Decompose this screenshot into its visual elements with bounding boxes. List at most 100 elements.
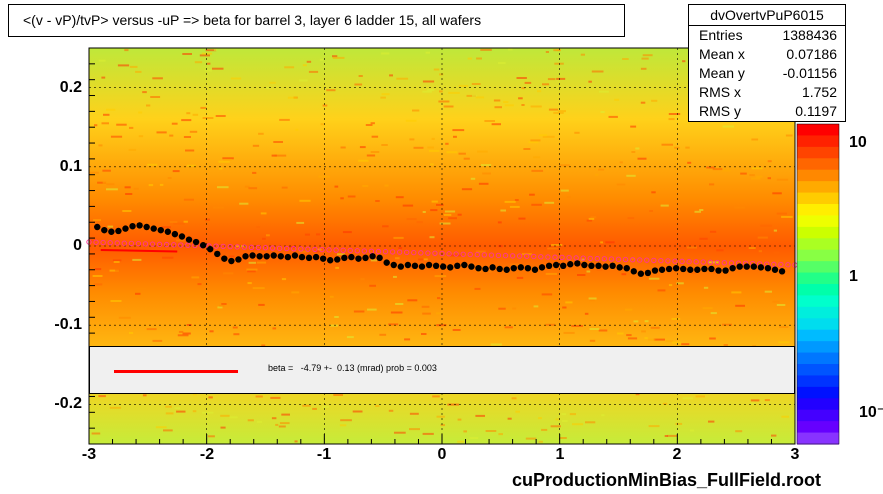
profile-point xyxy=(531,266,539,273)
heatmap-cell xyxy=(322,406,329,408)
profile-point xyxy=(185,236,193,243)
heatmap-cell xyxy=(106,183,115,186)
x-tick-label: 1 xyxy=(555,446,565,463)
heatmap-cell xyxy=(624,308,633,311)
profile-point xyxy=(637,270,645,277)
heatmap-cell xyxy=(630,125,637,128)
heatmap-cell xyxy=(600,111,605,113)
heatmap-cell xyxy=(320,123,325,126)
heatmap-cell xyxy=(706,166,715,169)
heatmap-cell xyxy=(458,152,466,155)
profile-point xyxy=(249,252,256,259)
heatmap-cell xyxy=(233,333,240,336)
heatmap-cell xyxy=(370,151,380,153)
heatmap-cell xyxy=(404,338,411,341)
heatmap-cell xyxy=(122,210,132,212)
heatmap-cell xyxy=(444,210,456,213)
band-marker xyxy=(580,255,586,261)
heatmap-cell xyxy=(396,77,409,80)
heatmap-cell xyxy=(466,94,476,97)
heatmap-cell xyxy=(274,154,287,157)
heatmap-cell xyxy=(218,160,230,163)
band-marker xyxy=(714,259,720,266)
heatmap-cell xyxy=(469,437,479,439)
heatmap-cell xyxy=(359,146,366,149)
band-marker xyxy=(509,253,516,259)
heatmap-cell xyxy=(393,275,397,278)
heatmap-cell xyxy=(600,241,606,244)
heatmap-cell xyxy=(491,123,501,126)
heatmap-cell xyxy=(439,222,451,225)
heatmap-cell xyxy=(584,312,589,315)
heatmap-cell xyxy=(764,399,770,402)
band-marker xyxy=(552,254,558,260)
heatmap-cell xyxy=(340,197,344,200)
heatmap-cell xyxy=(475,414,485,417)
heatmap-cell xyxy=(664,435,668,437)
band-marker xyxy=(721,260,728,266)
heatmap-cell xyxy=(448,217,457,220)
heatmap-cell xyxy=(228,255,235,258)
heatmap-cell xyxy=(163,243,171,246)
heatmap-cell xyxy=(299,199,311,202)
heatmap-cell xyxy=(445,142,449,145)
heatmap-cell xyxy=(431,137,435,140)
heatmap-cell xyxy=(142,394,147,397)
profile-point xyxy=(559,262,567,269)
heatmap-cell xyxy=(109,269,119,272)
heatmap-cell xyxy=(393,236,404,239)
profile-point xyxy=(418,263,426,270)
heatmap-cell xyxy=(147,163,158,166)
heatmap-cell xyxy=(370,259,378,262)
heatmap-cell xyxy=(308,70,319,73)
palette-cell xyxy=(797,238,839,251)
profile-point xyxy=(524,264,532,272)
heatmap-cell xyxy=(281,186,288,189)
heatmap-cell xyxy=(165,405,172,408)
heatmap-cell xyxy=(278,425,286,428)
heatmap-cell xyxy=(648,338,656,341)
heatmap-cell xyxy=(159,183,164,186)
heatmap-cell xyxy=(430,209,438,212)
band-marker xyxy=(234,244,240,250)
band-marker xyxy=(679,258,685,264)
profile-point xyxy=(552,261,560,269)
heatmap-cell xyxy=(721,169,731,172)
heatmap-cell xyxy=(559,437,567,439)
heatmap-cell xyxy=(247,270,256,273)
band-marker xyxy=(644,257,650,263)
heatmap-cell xyxy=(518,217,526,220)
band-marker xyxy=(284,245,290,252)
heatmap-cell xyxy=(409,428,420,431)
heatmap-cell xyxy=(223,272,234,275)
heatmap-cell xyxy=(208,396,213,399)
heatmap-cell xyxy=(422,211,426,213)
heatmap-cell xyxy=(622,58,629,60)
heatmap-cell xyxy=(687,161,692,164)
heatmap-cell xyxy=(422,432,434,435)
heatmap-cell xyxy=(484,120,495,122)
heatmap-cell xyxy=(173,222,185,225)
heatmap-cell xyxy=(694,210,701,213)
band-marker xyxy=(453,251,459,257)
profile-point xyxy=(482,265,489,273)
profile-point xyxy=(404,261,412,269)
heatmap-cell xyxy=(389,74,393,77)
heatmap-cell xyxy=(647,262,659,265)
heatmap-cell xyxy=(162,256,174,259)
heatmap-cell xyxy=(480,164,492,167)
band-marker xyxy=(700,259,706,265)
profile-point xyxy=(778,268,786,275)
heatmap-cell xyxy=(477,150,488,153)
heatmap-cell xyxy=(163,429,173,432)
profile-point xyxy=(305,254,313,262)
heatmap-cell xyxy=(371,135,379,138)
heatmap-cell xyxy=(601,414,605,417)
heatmap-cell xyxy=(722,125,734,128)
heatmap-cell xyxy=(152,77,163,80)
heatmap-cell xyxy=(183,220,188,223)
heatmap-cell xyxy=(89,171,99,174)
band-marker xyxy=(319,246,325,253)
heatmap-cell xyxy=(312,407,317,410)
heatmap-cell xyxy=(591,70,604,73)
